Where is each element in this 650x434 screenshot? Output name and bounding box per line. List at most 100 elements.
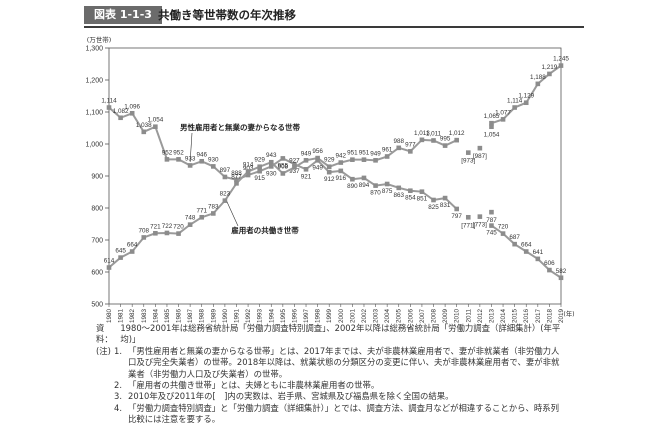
data-label: 952: [162, 149, 173, 156]
data-label: 942: [336, 153, 347, 160]
x-tick-label: 1999: [326, 309, 333, 324]
data-point: [373, 158, 378, 163]
data-label: 929: [254, 157, 265, 164]
data-point: [384, 154, 390, 159]
data-label: 1,114: [507, 98, 523, 105]
data-label: 951: [347, 150, 358, 157]
data-label: 921: [301, 173, 312, 180]
data-point: [512, 105, 517, 110]
data-point: [106, 105, 112, 110]
data-label: 1,188: [530, 74, 546, 81]
data-point-bracketed: [477, 214, 483, 219]
note-head: (注): [96, 345, 111, 356]
data-point: [211, 211, 216, 216]
data-point: [118, 115, 123, 121]
data-point-bracketed: [465, 150, 471, 155]
data-label-bracketed: [773]: [473, 222, 487, 229]
data-point: [257, 164, 262, 170]
data-label: 916: [336, 175, 347, 182]
series-name-label: 男性雇用者と無業の妻からなる世帯: [180, 122, 300, 132]
x-tick-label: 2005: [396, 309, 403, 324]
y-tick-label: 700: [91, 238, 103, 245]
note-number: 4.: [114, 402, 122, 413]
data-point: [118, 255, 123, 260]
data-label-bracketed: 787: [486, 217, 497, 224]
series-name-label: 雇用者の共働き世帯: [231, 225, 299, 235]
data-label: 708: [139, 227, 150, 234]
data-point: [292, 161, 297, 167]
data-point: [141, 235, 147, 240]
x-tick-label: 1994: [268, 309, 275, 324]
x-tick-label: 1986: [176, 309, 183, 324]
x-tick-label: 2011: [465, 309, 472, 323]
data-label: 745: [486, 230, 497, 237]
note-number: 1.: [114, 345, 122, 356]
data-point: [303, 158, 309, 163]
data-label: 1,012: [449, 130, 465, 137]
data-label: 1,011: [426, 130, 442, 137]
data-point: [187, 222, 193, 227]
x-tick-label: 2012: [477, 309, 484, 324]
data-label-bracketed: [987]: [473, 153, 487, 160]
data-label: 582: [556, 268, 567, 275]
note-number: 2.: [114, 380, 122, 391]
y-tick-label: 800: [91, 206, 103, 213]
data-point: [558, 275, 564, 281]
source-label: 資料：: [96, 323, 113, 345]
data-point: [396, 145, 402, 151]
data-label: 943: [266, 152, 277, 159]
data-label: 912: [324, 176, 335, 183]
data-point: [257, 168, 262, 174]
figure-header: 図表 1-1-3 共働き等世帯数の年次推移: [84, 6, 584, 28]
data-label: 961: [382, 146, 393, 153]
data-point: [315, 155, 320, 161]
data-point: [408, 149, 413, 154]
data-label: 863: [393, 192, 404, 199]
x-tick-label: 2016: [523, 309, 530, 324]
x-tick-label: 1982: [129, 309, 136, 324]
data-point: [419, 189, 425, 194]
data-label: 1,038: [136, 122, 152, 129]
data-label: 1,065: [484, 113, 500, 120]
x-tick-label: 2007: [419, 309, 426, 324]
data-label: 988: [393, 138, 404, 145]
data-label: 870: [370, 190, 381, 197]
data-point: [523, 249, 529, 254]
data-label: 1,077: [495, 109, 511, 116]
x-tick-label: 2015: [512, 309, 519, 324]
data-label: 606: [544, 260, 555, 267]
data-point: [454, 137, 459, 143]
data-point: [547, 267, 552, 273]
x-tick-label: 2017: [535, 309, 542, 324]
data-point: [303, 166, 309, 172]
data-label: 831: [440, 202, 451, 209]
x-tick-label: 2002: [361, 309, 368, 324]
data-label: 937: [289, 168, 300, 175]
data-point: [326, 164, 332, 170]
data-point: [396, 185, 402, 191]
data-point: [350, 176, 355, 182]
data-point: [211, 164, 216, 169]
x-tick-label: 1988: [199, 309, 206, 324]
data-label: 1,013: [414, 130, 430, 137]
note-item: 3. 2010年及び2011年の[ ]内の実数は、岩手県、宮城県及び福島県を除く…: [96, 391, 566, 402]
data-label: 949: [370, 150, 381, 157]
data-label: 930: [208, 156, 219, 163]
data-point: [431, 138, 436, 143]
data-point: [164, 230, 170, 236]
x-tick-label: 2013: [488, 309, 495, 324]
data-point: [500, 117, 506, 122]
x-tick-label: 2009: [442, 309, 449, 324]
note-text: 「男性雇用者と無業の妻からなる世帯」とは、2017年までは、夫が非農林業雇用者で…: [128, 345, 560, 379]
data-label: 1,114: [101, 98, 117, 105]
data-point: [361, 157, 367, 162]
x-tick-label: 1984: [152, 309, 159, 324]
x-tick-label: 2019: [558, 309, 565, 324]
data-label: 955: [278, 162, 289, 169]
data-point: [106, 265, 112, 270]
data-point: [535, 256, 541, 262]
data-label: 687: [509, 234, 520, 241]
data-point: [222, 174, 228, 180]
x-tick-label: 1989: [210, 309, 217, 324]
data-label: 851: [417, 196, 428, 203]
